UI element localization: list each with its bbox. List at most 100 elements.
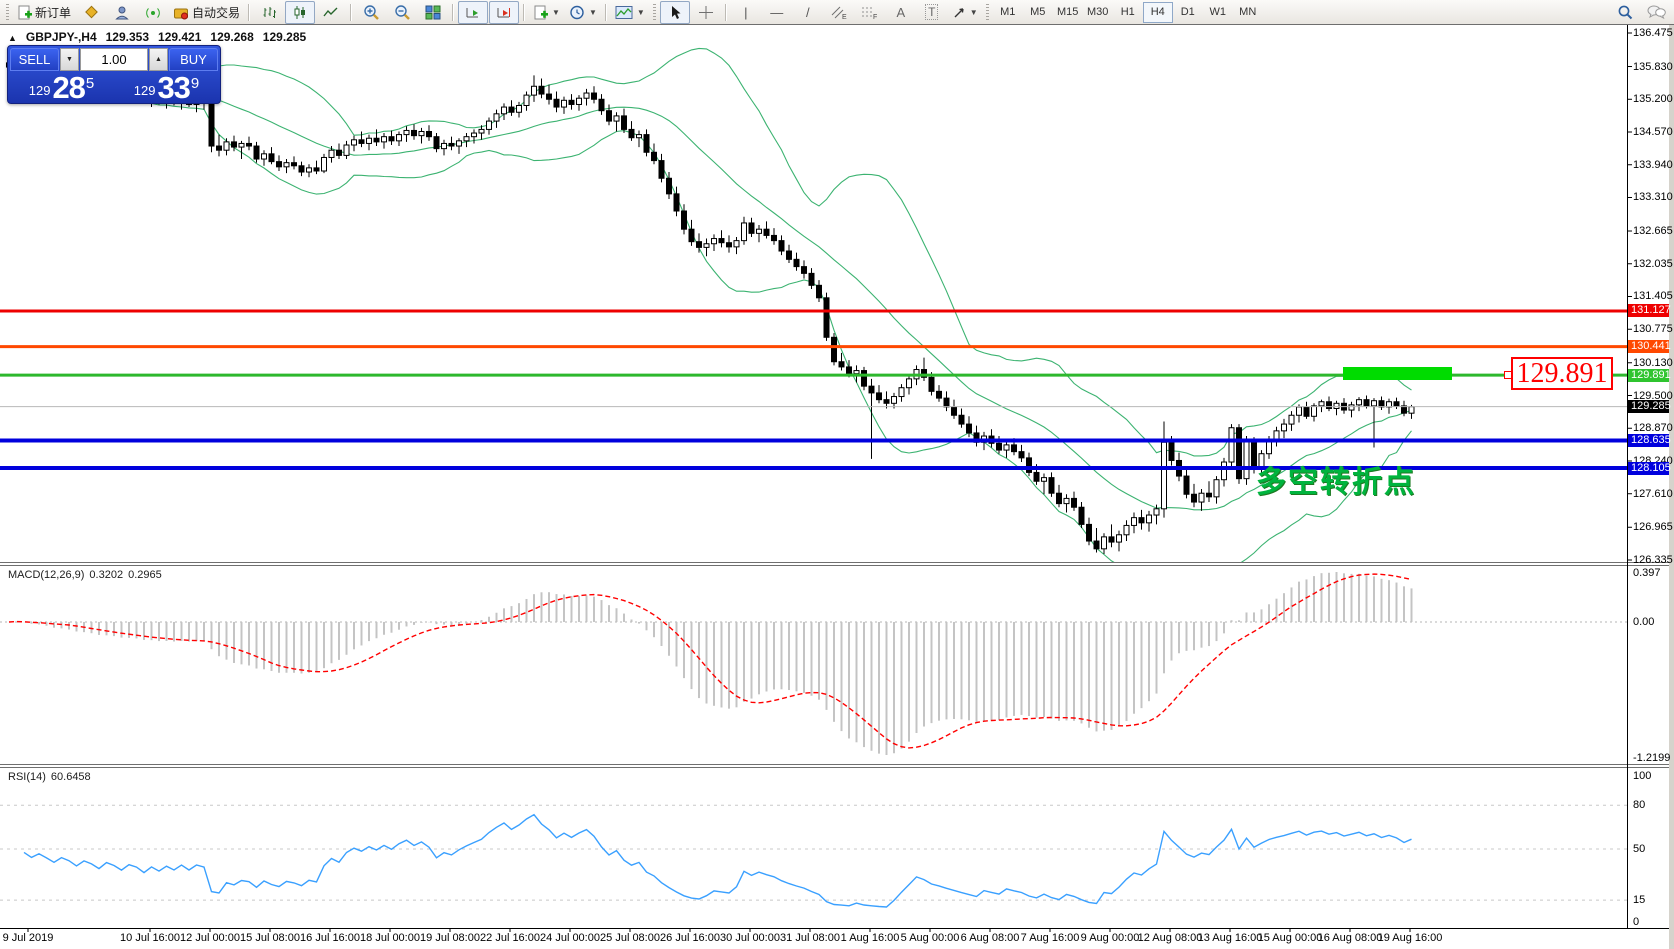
text-label-tool[interactable]: T <box>917 1 947 24</box>
timeframe-D1[interactable]: D1 <box>1180 6 1195 18</box>
timeframe-M15[interactable]: M15 <box>1057 6 1079 18</box>
timeframe-bar: M1 M5 M15 M30 H1 H4 D1 W1 MN <box>993 1 1263 23</box>
chat-button[interactable] <box>1641 1 1671 24</box>
time-label: 7 Aug 16:00 <box>1020 932 1080 944</box>
callout-anchor-handle[interactable] <box>1504 371 1512 379</box>
text-tool[interactable]: A <box>886 1 916 24</box>
timeframe-MN[interactable]: MN <box>1239 6 1257 18</box>
new-order-icon <box>533 5 549 20</box>
price-tick: 132.665 <box>1633 225 1673 237</box>
cursor-button[interactable] <box>659 0 690 24</box>
equidistant-channel-tool[interactable]: E <box>824 1 854 24</box>
toolbar-separator <box>523 3 526 21</box>
period-clock-dropdown-button[interactable]: ▼ <box>565 1 601 24</box>
price-callout-label[interactable]: 129.891 <box>1511 357 1613 390</box>
indicators-dropdown-button[interactable]: ▼ <box>611 1 649 24</box>
time-label: 5 Aug 00:00 <box>900 932 960 944</box>
chart-canvas[interactable] <box>0 25 1674 949</box>
vertical-line-tool[interactable]: | <box>731 1 761 24</box>
price-tick: 133.940 <box>1633 158 1673 171</box>
timeframe-H1[interactable]: H1 <box>1120 6 1135 18</box>
timeframe-W1[interactable]: W1 <box>1209 6 1226 18</box>
sell-button[interactable]: SELL <box>10 48 59 71</box>
price-tick: 129.500 <box>1633 389 1673 402</box>
sell-price-big: 28 <box>52 70 85 105</box>
auto-scroll-button[interactable] <box>458 0 489 24</box>
price-badge: 128.105 <box>1628 461 1671 475</box>
arrows-dropdown-button[interactable]: ▼ <box>948 1 982 24</box>
clock-icon <box>569 5 585 20</box>
tile-windows-button[interactable] <box>418 1 448 24</box>
fibonacci-tool[interactable]: F <box>855 1 885 24</box>
sell-price-prefix: 129 <box>28 83 51 98</box>
signal-icon <box>145 5 161 20</box>
new-order-label: 新订单 <box>35 5 72 20</box>
time-label: 18 Jul 00:00 <box>360 932 420 944</box>
time-label: 26 Jul 16:00 <box>660 932 720 944</box>
line-chart-button[interactable] <box>316 1 346 24</box>
price-badge: 131.127 <box>1628 304 1671 318</box>
volume-input[interactable]: 1.00 <box>80 48 148 71</box>
chart-shift-button[interactable] <box>489 0 520 24</box>
time-label: 15 Aug 00:00 <box>1257 932 1323 944</box>
crosshair-button[interactable] <box>691 1 721 24</box>
volume-decrease-button[interactable]: ▼ <box>60 48 79 71</box>
price-tick: 126.965 <box>1633 521 1673 534</box>
turning-point-note[interactable]: 多空转折点 <box>1256 466 1416 499</box>
buy-button[interactable]: BUY <box>169 48 218 71</box>
chevron-down-icon: ▼ <box>969 7 978 17</box>
toolbar-separator <box>724 3 727 21</box>
toolbar-grip[interactable] <box>652 4 656 20</box>
search-icon <box>1617 4 1634 20</box>
channel-icon: E <box>830 5 847 20</box>
cursor-arrow-icon <box>668 5 682 20</box>
current-price-badge: 129.285 <box>1628 400 1671 414</box>
toolbar-grip[interactable] <box>985 4 989 20</box>
auto-trading-icon <box>173 5 189 20</box>
search-button[interactable] <box>1610 1 1640 24</box>
bar-chart-button[interactable] <box>254 1 284 24</box>
arrow-objects-icon <box>952 5 966 20</box>
auto-trading-label: 自动交易 <box>192 5 241 20</box>
price-badge: 130.441 <box>1628 340 1671 354</box>
volume-increase-button[interactable]: ▲ <box>149 48 168 71</box>
new-order-dropdown-button[interactable]: ▼ <box>529 1 564 24</box>
collapse-panel-icon[interactable]: ▲ <box>8 33 17 43</box>
chat-bubbles-icon <box>1646 4 1666 20</box>
chevron-down-icon: ▼ <box>588 7 597 17</box>
rsi-tick: 0 <box>1633 916 1640 928</box>
price-tick: 135.200 <box>1633 93 1673 106</box>
time-label: 25 Jul 08:00 <box>600 932 660 944</box>
candlestick-chart-button[interactable] <box>285 0 316 24</box>
auto-trading-button[interactable]: 自动交易 <box>169 1 244 24</box>
signals-button[interactable] <box>138 1 168 24</box>
toolbar-separator <box>452 3 455 21</box>
timeframe-M5[interactable]: M5 <box>1030 6 1046 18</box>
timeframe-M30[interactable]: M30 <box>1087 6 1109 18</box>
zoom-in-button[interactable] <box>356 1 386 24</box>
new-order-icon <box>17 5 32 20</box>
new-order-button[interactable]: 新订单 <box>13 1 75 24</box>
horizontal-line-tool[interactable]: — <box>762 1 792 24</box>
new-chart-button[interactable] <box>76 1 106 24</box>
timeframe-H4[interactable]: H4 <box>1142 1 1173 23</box>
timeframe-M1[interactable]: M1 <box>1000 6 1016 18</box>
time-label: 9 Jul 2019 <box>2 932 54 944</box>
buy-price[interactable]: 129 33 9 <box>115 72 218 104</box>
trendline-tool[interactable]: / <box>793 1 823 24</box>
price-tick: 130.130 <box>1633 356 1673 369</box>
buy-price-sup: 9 <box>190 75 200 92</box>
time-label: 24 Jul 00:00 <box>540 932 600 944</box>
sell-price[interactable]: 129 28 5 <box>10 72 113 104</box>
time-label: 16 Jul 16:00 <box>300 932 360 944</box>
time-label: 13 Aug 16:00 <box>1197 932 1263 944</box>
macd-name: MACD(12,26,9) <box>8 569 85 581</box>
indicator-template-icon <box>615 5 633 20</box>
one-click-trading-panel: SELL ▼ 1.00 ▲ BUY 129 28 5 129 33 9 <box>7 45 221 104</box>
rsi-tick: 100 <box>1633 770 1652 782</box>
zoom-out-button[interactable] <box>387 1 417 24</box>
macd-tick: 0.00 <box>1633 615 1655 628</box>
profiles-button[interactable] <box>107 1 137 24</box>
ohlc-close: 129.285 <box>262 30 307 44</box>
toolbar-grip[interactable] <box>6 4 9 20</box>
